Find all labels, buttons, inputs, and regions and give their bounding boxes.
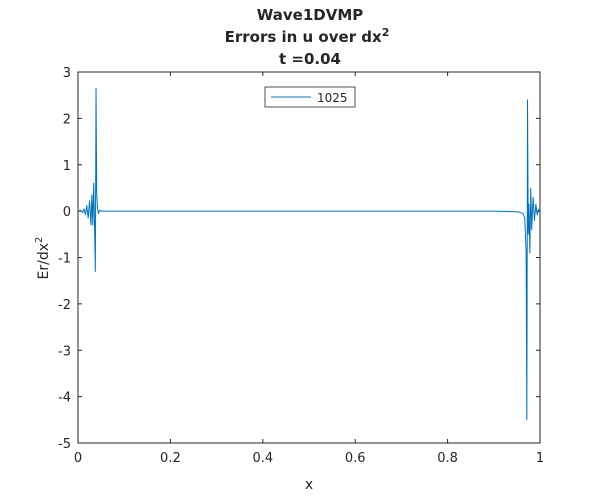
title-line-3: t =0.04 <box>279 50 341 68</box>
x-tick-label: 0 <box>74 451 82 466</box>
x-axis-label: x <box>305 477 313 493</box>
title-line-2-superscript: 2 <box>382 26 390 39</box>
y-tick-label: 2 <box>63 112 71 127</box>
title-line-2-text: Errors in u over dx <box>225 28 382 46</box>
series-line-1025 <box>77 87 541 421</box>
y-tick-label: -5 <box>58 437 71 452</box>
y-tick-label: 0 <box>63 205 71 220</box>
series-layer <box>77 87 541 421</box>
y-tick-label: -3 <box>58 344 71 359</box>
y-axis-label-superscript: 2 <box>34 237 45 243</box>
title-line-1: Wave1DVMP <box>257 6 364 24</box>
x-axis: 0 0.2 0.4 0.6 0.8 1 <box>74 72 544 466</box>
x-tick-label: 1 <box>536 451 544 466</box>
title-line-2: Errors in u over dx2 <box>225 26 390 46</box>
legend-label: 1025 <box>317 91 348 105</box>
y-tick-label: -1 <box>58 252 71 267</box>
y-tick-label: -2 <box>58 298 71 313</box>
y-axis: 3 2 1 0 -1 -2 -3 -4 -5 <box>58 66 540 452</box>
y-tick-label: 3 <box>63 66 71 81</box>
x-tick-label: 0.8 <box>437 451 458 466</box>
plot-area <box>77 71 541 444</box>
x-tick-label: 0.6 <box>345 451 366 466</box>
y-tick-label: -4 <box>58 391 71 406</box>
y-axis-label: Er/dx2 <box>34 237 52 280</box>
y-axis-label-text: Er/dx <box>36 243 52 280</box>
chart-title: Wave1DVMP Errors in u over dx2 t =0.04 <box>225 6 390 68</box>
x-tick-label: 0.2 <box>160 451 181 466</box>
x-tick-label: 0.4 <box>252 451 273 466</box>
legend: 1025 <box>264 86 356 108</box>
y-tick-label: 1 <box>63 159 71 174</box>
